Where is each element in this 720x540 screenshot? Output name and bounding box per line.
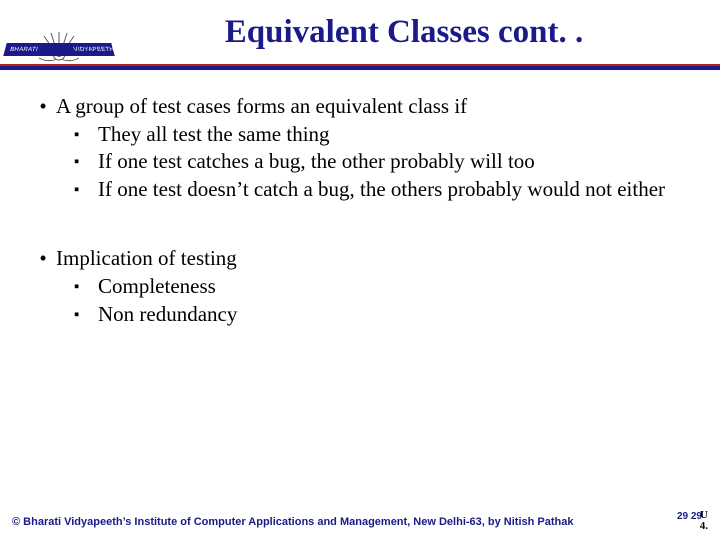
bullet-text-lvl2: Completeness: [98, 274, 690, 300]
page-number-main: 29 29: [677, 511, 702, 522]
bullet-text-lvl2: Non redundancy: [98, 302, 690, 328]
page-number-sub: 4.: [700, 520, 708, 532]
logo-container: BHARATI VIDYAPEETH: [0, 0, 118, 64]
footer: © Bharati Vidyapeeth’s Institute of Comp…: [0, 508, 720, 528]
slide-body: •A group of test cases forms an equivale…: [0, 70, 720, 327]
bullet-glyph-lvl2: ▪: [74, 302, 98, 328]
bullet-glyph-lvl2: ▪: [74, 177, 98, 203]
bullet-lvl1: •Implication of testing: [30, 246, 690, 272]
bullet-glyph-lvl1: •: [30, 246, 56, 272]
slide-title: Equivalent Classes cont. .: [118, 14, 720, 51]
logo-ribbon: BHARATI VIDYAPEETH: [5, 43, 113, 56]
bullet-group-gap: [30, 204, 690, 246]
bullet-lvl2: ▪Completeness: [30, 274, 690, 300]
bullet-text-lvl2: They all test the same thing: [98, 122, 690, 148]
bullet-lvl2: ▪They all test the same thing: [30, 122, 690, 148]
bullet-glyph-lvl2: ▪: [74, 149, 98, 175]
bullet-glyph-lvl2: ▪: [74, 122, 98, 148]
bullet-lvl2: ▪If one test catches a bug, the other pr…: [30, 149, 690, 175]
copyright-text: © Bharati Vidyapeeth’s Institute of Comp…: [12, 516, 660, 528]
institute-logo: BHARATI VIDYAPEETH: [5, 4, 113, 60]
bullet-text-lvl2: If one test catches a bug, the other pro…: [98, 149, 690, 175]
page-number: 29 29 U 4.: [660, 508, 708, 528]
bullet-glyph-lvl2: ▪: [74, 274, 98, 300]
bullet-text-lvl1: A group of test cases forms an equivalen…: [56, 94, 690, 120]
title-bar: BHARATI VIDYAPEETH Equivalent Classes co…: [0, 0, 720, 64]
bullet-lvl2: ▪If one test doesn’t catch a bug, the ot…: [30, 177, 690, 203]
bullet-glyph-lvl1: •: [30, 94, 56, 120]
ribbon-right-label: VIDYAPEETH: [73, 43, 114, 56]
bullet-lvl2: ▪Non redundancy: [30, 302, 690, 328]
bullet-text-lvl2: If one test doesn’t catch a bug, the oth…: [98, 177, 690, 203]
bullet-lvl1: •A group of test cases forms an equivale…: [30, 94, 690, 120]
bullet-text-lvl1: Implication of testing: [56, 246, 690, 272]
